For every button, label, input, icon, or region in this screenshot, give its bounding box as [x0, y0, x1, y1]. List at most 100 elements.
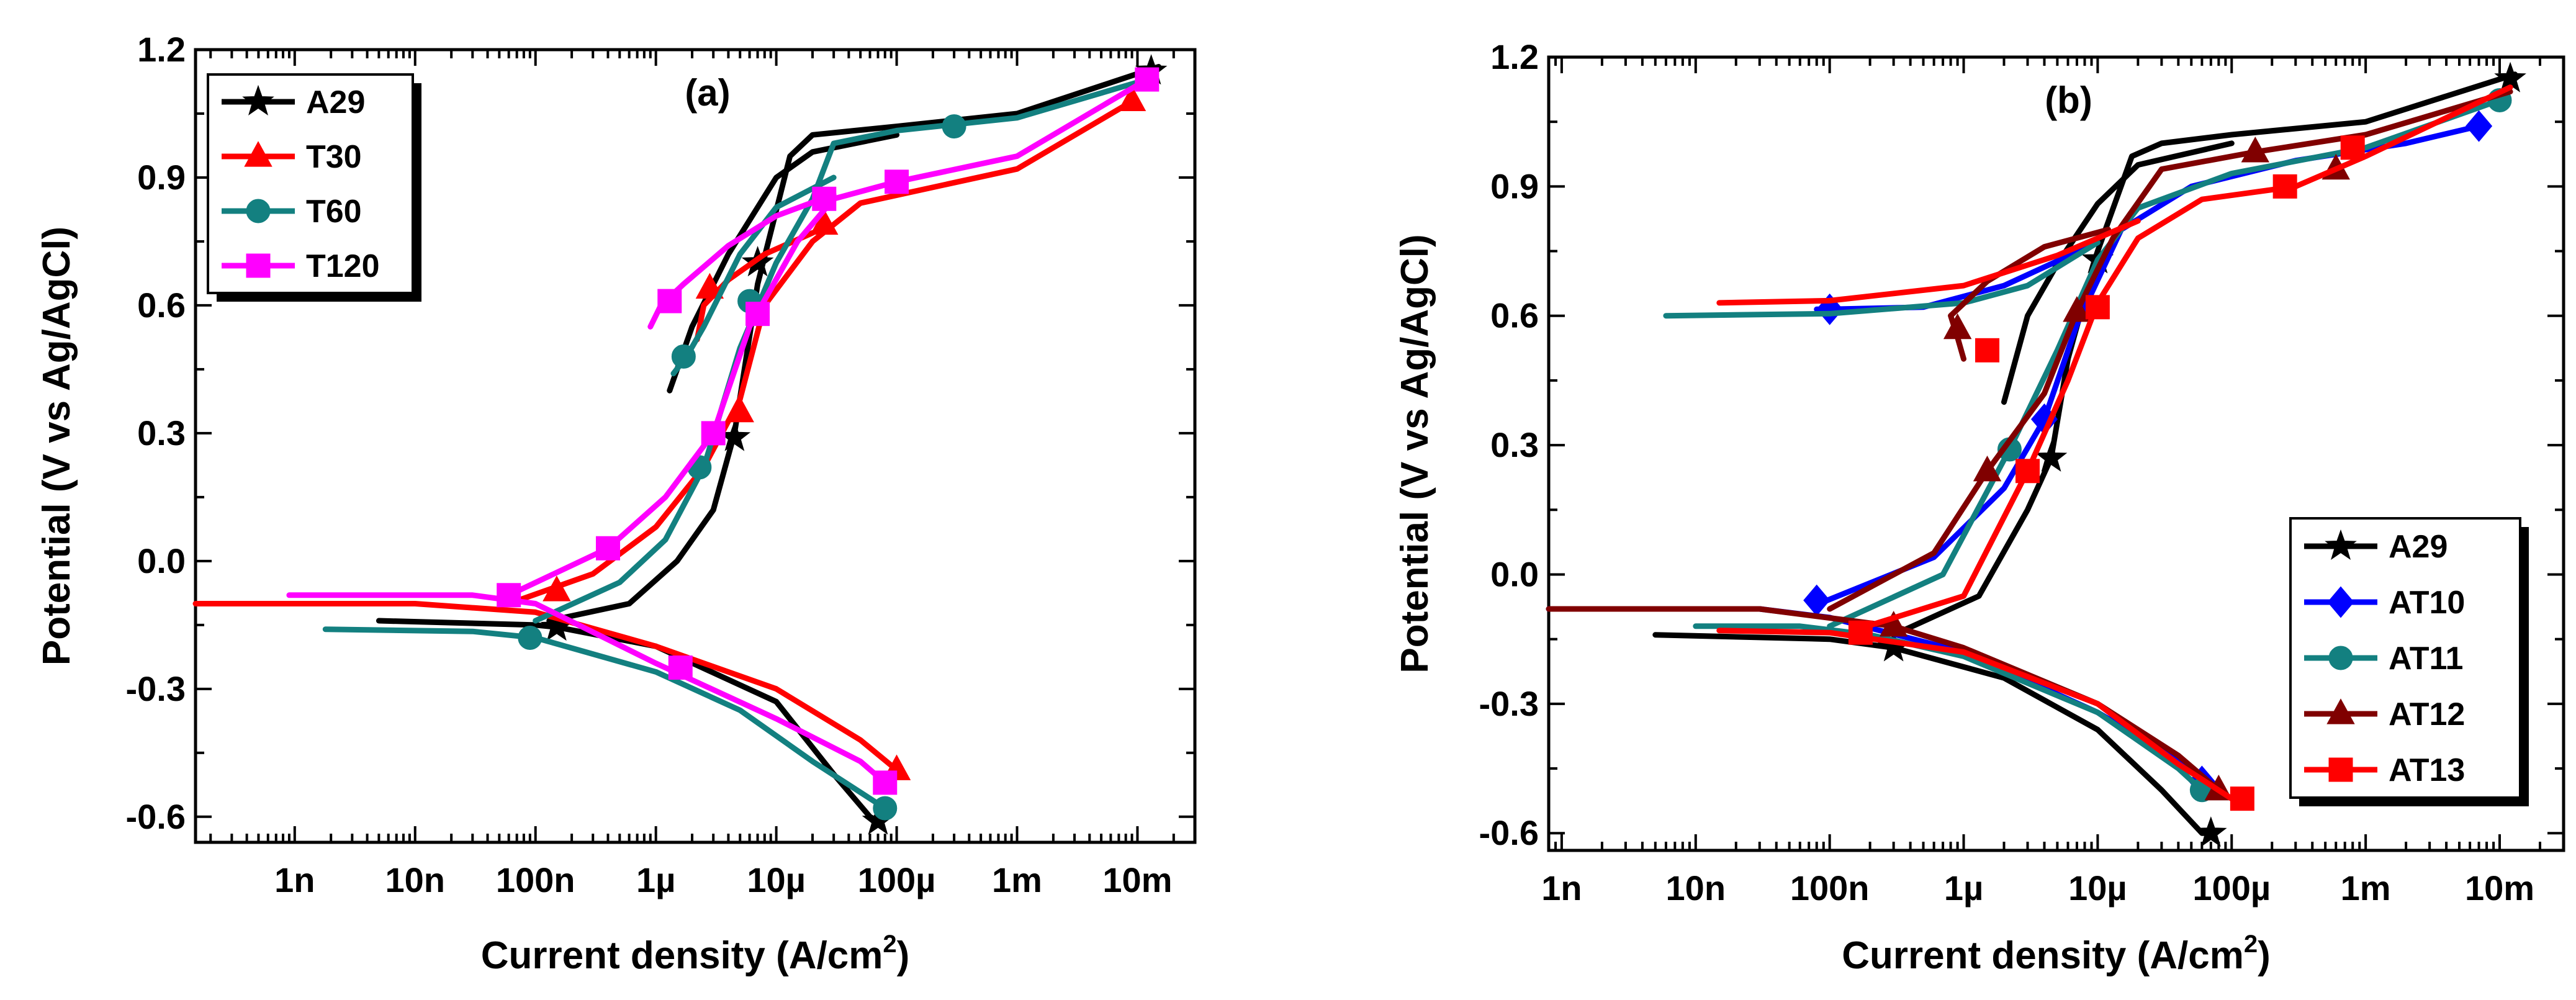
legend-item: A29	[2304, 529, 2448, 565]
x-tick-label: 1m	[2341, 868, 2391, 908]
series-line-anodic	[506, 76, 1150, 598]
series-line-anodic	[1850, 84, 2513, 634]
y-tick-label: 0.3	[1490, 425, 1539, 464]
series-line-reverse	[1716, 218, 2141, 306]
data-point	[1816, 293, 1844, 325]
series-line-cathodic	[192, 601, 900, 773]
data-point	[595, 536, 620, 561]
legend-label: AT12	[2389, 696, 2465, 732]
y-tick-label: 0.3	[137, 413, 186, 453]
plot-frame	[194, 48, 1197, 844]
legend-marker	[2327, 586, 2354, 618]
data-point	[2340, 135, 2365, 160]
y-tick-label: -0.3	[126, 669, 186, 708]
legend-marker	[2326, 698, 2355, 724]
x-tick-label: 1µ	[1944, 868, 1983, 908]
data-point	[2194, 816, 2227, 847]
data-point	[873, 770, 898, 795]
data-point	[543, 575, 571, 601]
legend: A29 AT10 AT11 AT12 AT13	[2289, 517, 2529, 806]
data-point	[518, 625, 543, 650]
series-line-cathodic	[1693, 623, 2205, 793]
series-line-cathodic	[1546, 606, 2222, 793]
data-point	[1975, 338, 2000, 363]
legend-marker	[2328, 646, 2353, 670]
data-point	[2063, 296, 2091, 322]
series-at12	[1546, 89, 2513, 801]
legend-marker	[244, 141, 272, 167]
legend-label: AT10	[2389, 585, 2465, 621]
series-at13	[1716, 84, 2513, 811]
y-tick-label: 0.9	[137, 158, 186, 197]
data-point	[1879, 611, 1908, 637]
series-line-anodic	[1827, 89, 2513, 612]
y-tick-label: -0.3	[1479, 684, 1539, 723]
legend-item: T120	[222, 248, 380, 284]
panel-label: (b)	[2045, 79, 2092, 121]
legend-item: AT13	[2304, 752, 2465, 788]
panel-b: 1n 10n 100n 1µ 10µ 100µ 1m 10m -0.6 -0.3 0.0 0.3 0.6…	[1394, 37, 2565, 977]
x-tick-label: 10µ	[747, 860, 806, 899]
series-t120	[286, 67, 1160, 795]
y-tick-label: 1.2	[1490, 37, 1539, 76]
x-tick-label: 1n	[274, 860, 315, 899]
series-line-reverse	[2001, 140, 2235, 405]
data-point	[726, 396, 754, 423]
legend-label: A29	[306, 84, 365, 120]
legend-label: T30	[306, 139, 362, 175]
series-line-cathodic	[286, 592, 888, 786]
y-axis-title: Potential (V vs Ag/AgCl)	[35, 227, 78, 665]
data-point	[745, 302, 770, 327]
series-line-reverse	[1948, 227, 2111, 362]
series-line-reverse	[667, 132, 900, 394]
data-point	[2015, 459, 2040, 484]
x-tick-label: 100µ	[858, 860, 936, 899]
legend: A29 T30 T60 T120	[207, 73, 421, 302]
legend-item: AT10	[2304, 585, 2465, 621]
y-axis-title: Potential (V vs Ag/AgCl)	[1394, 234, 1436, 673]
data-point	[497, 583, 521, 608]
x-tick-label: 10µ	[2068, 868, 2127, 908]
data-point	[671, 344, 696, 369]
data-point	[2230, 786, 2254, 811]
x-tick-label: 10n	[385, 860, 446, 899]
data-point	[885, 169, 909, 194]
series-line-anodic	[1827, 97, 2503, 629]
data-point	[942, 114, 966, 139]
series-line-anodic	[546, 64, 1162, 624]
legend-label: T60	[306, 194, 362, 230]
y-tick-label: -0.6	[1479, 813, 1539, 852]
y-tick-label: -0.6	[126, 797, 186, 836]
data-point	[695, 273, 724, 299]
y-tick-label: 0.0	[137, 541, 186, 580]
x-tick-label: 100n	[1790, 868, 1870, 908]
x-tick-label: 10m	[2465, 868, 2534, 908]
y-tick-label: 0.0	[1490, 554, 1539, 593]
legend-item: T60	[222, 194, 362, 230]
series-a29	[1652, 61, 2526, 847]
x-tick-label: 1n	[1541, 868, 1582, 908]
data-point	[668, 655, 693, 680]
legend-label: AT13	[2389, 752, 2465, 788]
legend-item: A29	[222, 84, 365, 120]
x-tick-label: 1µ	[636, 860, 675, 899]
series-t60	[322, 76, 1150, 821]
data-point	[1943, 313, 1972, 340]
series-a29	[376, 54, 1168, 835]
x-tick-label: 1m	[992, 860, 1042, 899]
x-tick-label: 10m	[1102, 860, 1172, 899]
legend-item: T30	[222, 139, 362, 175]
panel-label: (a)	[685, 72, 730, 114]
legend-item: AT11	[2304, 641, 2463, 677]
legend-label: A29	[2389, 529, 2448, 565]
x-axis-title: Current density (A/cm2)	[1842, 930, 2271, 977]
x-tick-label: 10n	[1666, 868, 1726, 908]
legend-marker	[246, 199, 271, 223]
data-point	[1135, 67, 1160, 92]
series-line-cathodic	[1652, 632, 2214, 836]
legend-marker	[246, 253, 271, 278]
data-point	[1973, 455, 2002, 482]
legend-marker	[2325, 529, 2357, 561]
legend-item: AT12	[2304, 696, 2465, 732]
